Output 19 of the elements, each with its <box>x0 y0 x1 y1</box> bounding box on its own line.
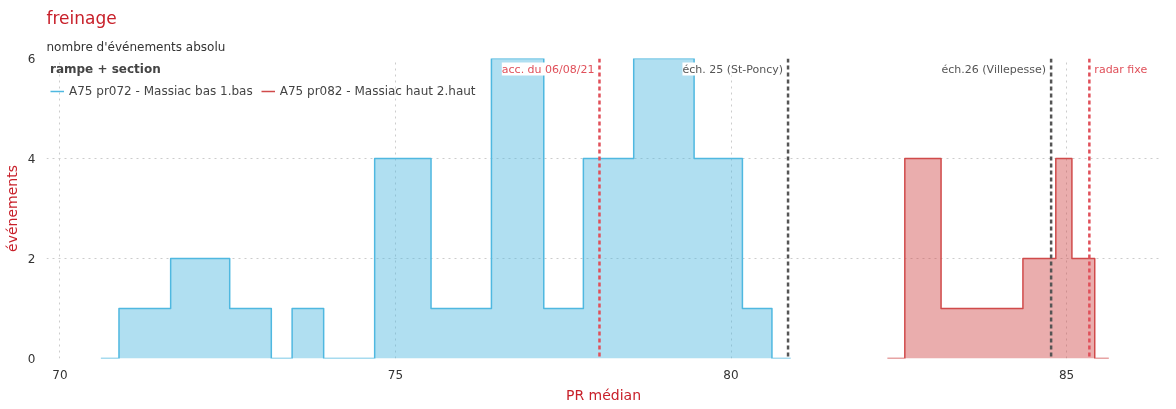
ref-line-label: radar fixe <box>1094 62 1148 76</box>
y-tick-label: 4 <box>27 152 36 166</box>
y-tick-label: 6 <box>27 52 36 66</box>
x-axis-title: PR médian <box>565 386 642 403</box>
y-tick-label: 2 <box>27 252 36 266</box>
legend-label: A75 pr072 - Massiac bas 1.bas <box>69 84 253 98</box>
legend-title: rampe + section <box>50 62 162 76</box>
x-tick-label: 85 <box>1058 367 1075 382</box>
y-axis-title: événements <box>3 165 20 252</box>
x-tick-label: 80 <box>723 367 739 382</box>
ref-line-label: éch. 25 (St-Poncy) <box>682 62 784 76</box>
ref-line-label: éch.26 (Villepesse) <box>941 62 1047 76</box>
chart-title: freinage <box>46 7 117 28</box>
ref-line-label: acc. du 06/08/21 <box>501 62 595 76</box>
x-tick-label: 70 <box>52 367 68 382</box>
legend-label: A75 pr082 - Massiac haut 2.haut <box>279 84 476 98</box>
y-tick-label: 0 <box>27 352 36 366</box>
x-tick-label: 75 <box>387 367 404 382</box>
chart-subtitle: nombre d'événements absolu <box>46 39 226 54</box>
